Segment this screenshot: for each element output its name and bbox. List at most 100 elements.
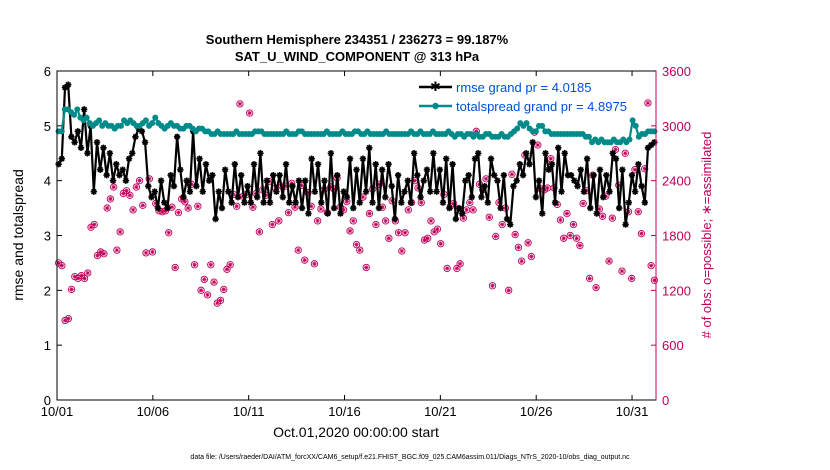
rmse-point <box>241 199 248 206</box>
rmse-point <box>523 150 530 157</box>
rmse-point <box>372 161 379 168</box>
totalspread-point <box>629 117 636 124</box>
obs-assimilated-point <box>490 283 495 288</box>
rmse-point <box>314 161 322 168</box>
y-tick-label: 5 <box>44 119 51 134</box>
rmse-point <box>446 204 453 212</box>
obs-assimilated-point <box>347 228 353 234</box>
totalspread-point <box>585 133 592 140</box>
obs-possible-point <box>488 282 497 290</box>
obs-assimilated-point <box>509 172 515 177</box>
obs-assimilated-point <box>72 274 78 279</box>
rmse-point <box>359 155 367 162</box>
rmse-point <box>433 188 440 195</box>
obs-possible-point <box>424 234 432 242</box>
obs-possible-point <box>64 315 72 323</box>
obs-assimilated-point <box>428 218 434 224</box>
obs-possible-point <box>492 232 500 241</box>
rmse-point <box>420 177 427 184</box>
obs-possible-point <box>650 276 659 284</box>
obs-possible-point <box>284 209 293 217</box>
y-right-tick-label: 600 <box>662 338 684 353</box>
obs-possible-point <box>644 99 652 107</box>
obs-possible-point <box>294 246 302 254</box>
rmse-point <box>606 188 613 195</box>
obs-possible-point <box>514 243 523 252</box>
x-tick-label: 10/21 <box>424 404 457 419</box>
rmse-point <box>644 144 652 151</box>
rmse-point <box>535 177 543 184</box>
rmse-point <box>247 199 254 206</box>
obs-assimilated-point <box>380 204 385 210</box>
obs-assimilated-point <box>506 288 511 293</box>
obs-assimilated-point <box>114 247 120 253</box>
rmse-point <box>237 171 245 179</box>
obs-assimilated-point <box>117 229 123 235</box>
rmse-point <box>635 161 642 168</box>
obs-possible-point <box>563 209 571 218</box>
rmse-point <box>587 204 594 212</box>
legend-rmse-marker: ✱ <box>430 79 441 94</box>
obs-possible-point <box>216 296 225 305</box>
obs-assimilated-point <box>250 204 256 210</box>
obs-assimilated-point <box>580 201 586 206</box>
obs-possible-point <box>579 199 587 208</box>
obs-assimilated-point <box>383 218 388 224</box>
rmse-point <box>439 199 447 206</box>
obs-possible-point <box>100 250 108 258</box>
rmse-point <box>638 182 645 190</box>
obs-assimilated-point <box>351 218 356 224</box>
rmse-point <box>77 144 85 151</box>
totalspread-point <box>152 114 159 121</box>
rmse-point <box>164 204 171 212</box>
obs-possible-point <box>346 227 354 235</box>
obs-assimilated-point <box>56 260 61 266</box>
obs-assimilated-point <box>101 251 107 256</box>
obs-assimilated-point <box>182 199 188 204</box>
obs-assimilated-point <box>292 204 298 210</box>
rmse-point <box>417 193 424 201</box>
rmse-point <box>218 204 226 212</box>
obs-possible-point <box>427 217 435 225</box>
obs-assimilated-point <box>172 265 178 270</box>
obs-assimilated-point <box>150 249 155 255</box>
obs-assimilated-point <box>266 179 272 184</box>
obs-assimilated-point <box>386 236 392 241</box>
obs-possible-point <box>605 257 613 265</box>
obs-assimilated-point <box>211 279 217 285</box>
obs-assimilated-point <box>652 278 657 283</box>
rmse-point <box>583 155 591 162</box>
ticks-layer: 10/01 10/06 10/11 10/16 10/21 10/26 10/31 0 1 2 3 4… <box>41 64 691 419</box>
rmse-point <box>612 155 620 162</box>
obs-assimilated-point <box>69 287 74 292</box>
obs-assimilated-point <box>610 215 615 221</box>
x-tick-label: 10/11 <box>233 404 265 419</box>
rmse-point <box>215 188 222 195</box>
rmse-point <box>180 193 187 201</box>
rmse-point <box>526 161 533 168</box>
obs-possible-point <box>116 228 124 236</box>
rmse-point <box>289 182 296 190</box>
rmse-point <box>71 139 78 146</box>
obs-assimilated-point <box>593 285 599 290</box>
obs-assimilated-point <box>419 200 424 205</box>
obs-possible-point <box>313 217 322 225</box>
obs-assimilated-point <box>422 237 427 243</box>
rmse-point <box>625 199 632 206</box>
rmse-point <box>545 166 552 173</box>
obs-possible-point <box>505 286 513 294</box>
obs-assimilated-point <box>425 236 430 241</box>
rmse-point <box>442 155 450 162</box>
obs-possible-point <box>200 275 208 284</box>
obs-assimilated-point <box>606 258 612 264</box>
obs-assimilated-point <box>104 205 110 211</box>
totalspread-point <box>514 125 521 132</box>
rmse-point <box>343 193 351 201</box>
obs-possible-point <box>569 220 578 229</box>
y-tick-label: 6 <box>44 64 51 79</box>
totalspread-point <box>142 117 149 124</box>
obs-possible-point <box>310 260 319 268</box>
rmse-point <box>286 199 293 206</box>
rmse-point <box>100 144 107 151</box>
obs-possible-point <box>174 209 183 217</box>
